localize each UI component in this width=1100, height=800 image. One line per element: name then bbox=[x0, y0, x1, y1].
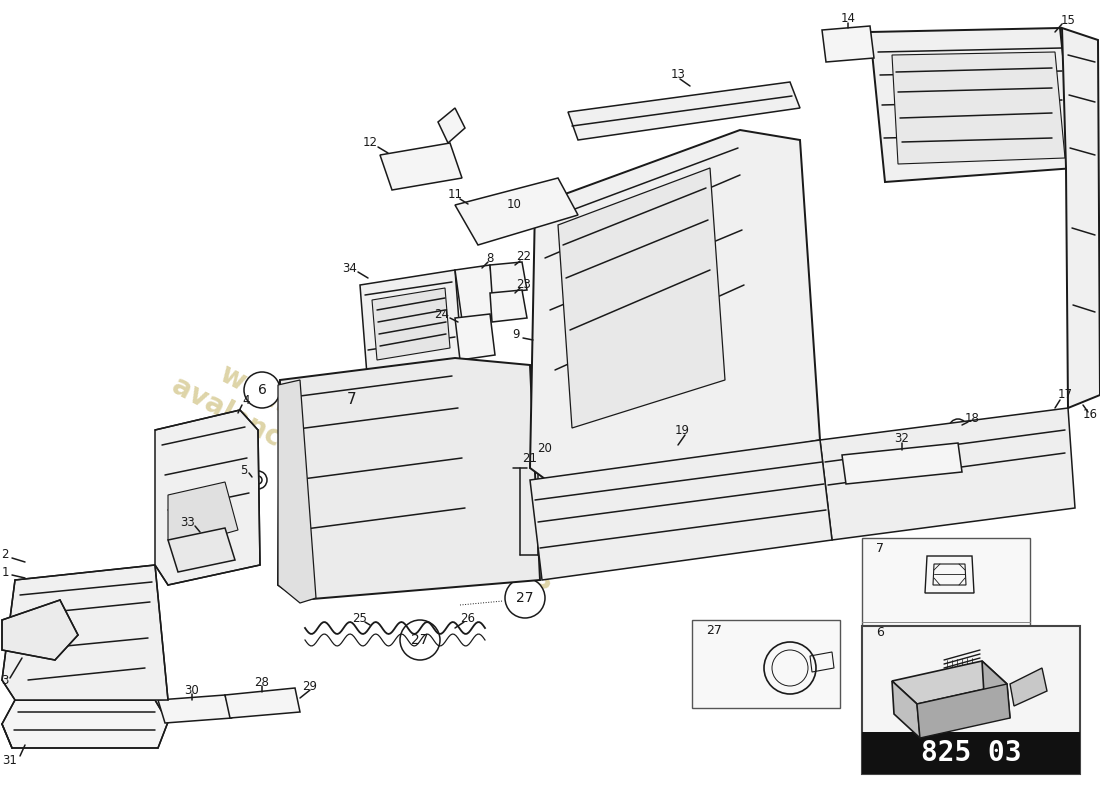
Polygon shape bbox=[568, 82, 800, 140]
Text: 18: 18 bbox=[965, 411, 979, 425]
Polygon shape bbox=[455, 265, 496, 320]
Text: 32: 32 bbox=[894, 431, 910, 445]
Text: 26: 26 bbox=[461, 611, 475, 625]
Polygon shape bbox=[490, 262, 527, 294]
Circle shape bbox=[332, 380, 372, 420]
Text: 25: 25 bbox=[353, 611, 367, 625]
Text: 4: 4 bbox=[242, 394, 250, 406]
Polygon shape bbox=[455, 314, 495, 360]
Polygon shape bbox=[2, 600, 78, 660]
Polygon shape bbox=[842, 443, 962, 484]
Polygon shape bbox=[870, 28, 1075, 182]
Text: 27: 27 bbox=[411, 633, 429, 647]
Circle shape bbox=[400, 620, 440, 660]
Text: www.LABELPARTS.com
avalanche parts since 1983: www.LABELPARTS.com avalanche parts since… bbox=[167, 342, 573, 598]
Text: 28: 28 bbox=[254, 675, 270, 689]
Polygon shape bbox=[158, 695, 232, 723]
Polygon shape bbox=[372, 288, 450, 360]
Text: 825 03: 825 03 bbox=[921, 739, 1021, 767]
Text: 13: 13 bbox=[671, 69, 685, 82]
Polygon shape bbox=[558, 168, 725, 428]
Text: 23: 23 bbox=[517, 278, 531, 290]
Polygon shape bbox=[278, 380, 316, 603]
Polygon shape bbox=[1010, 668, 1047, 706]
Polygon shape bbox=[155, 410, 260, 585]
Text: 11: 11 bbox=[448, 189, 462, 202]
Text: 17: 17 bbox=[1057, 389, 1072, 402]
Bar bbox=[862, 732, 1080, 774]
Circle shape bbox=[249, 471, 267, 489]
Text: 21: 21 bbox=[522, 451, 538, 465]
Text: 2: 2 bbox=[1, 549, 9, 562]
Text: 19: 19 bbox=[674, 423, 690, 437]
Circle shape bbox=[505, 578, 544, 618]
Bar bbox=[862, 538, 1030, 706]
Polygon shape bbox=[820, 408, 1075, 540]
Circle shape bbox=[244, 372, 280, 408]
Polygon shape bbox=[278, 358, 540, 600]
Text: 34: 34 bbox=[342, 262, 358, 274]
Text: 8: 8 bbox=[486, 251, 494, 265]
Text: 14: 14 bbox=[840, 11, 856, 25]
Polygon shape bbox=[1062, 28, 1100, 408]
Text: 33: 33 bbox=[180, 515, 196, 529]
Polygon shape bbox=[530, 440, 832, 580]
Bar bbox=[692, 620, 840, 708]
Polygon shape bbox=[822, 26, 875, 62]
Text: 16: 16 bbox=[1082, 409, 1098, 422]
Polygon shape bbox=[2, 700, 168, 748]
Text: 3: 3 bbox=[1, 674, 9, 686]
Polygon shape bbox=[379, 143, 462, 190]
Polygon shape bbox=[892, 52, 1065, 164]
Circle shape bbox=[519, 206, 537, 224]
Text: 15: 15 bbox=[1060, 14, 1076, 26]
Polygon shape bbox=[438, 108, 465, 143]
Text: 30: 30 bbox=[185, 683, 199, 697]
Text: 12: 12 bbox=[363, 137, 377, 150]
Ellipse shape bbox=[407, 462, 473, 538]
Text: 6: 6 bbox=[257, 383, 266, 397]
Polygon shape bbox=[530, 130, 820, 490]
Text: 10: 10 bbox=[507, 198, 521, 211]
Polygon shape bbox=[917, 684, 1010, 738]
Bar bbox=[862, 626, 1080, 774]
Polygon shape bbox=[360, 270, 462, 375]
Polygon shape bbox=[892, 661, 1006, 704]
Text: 22: 22 bbox=[517, 250, 531, 263]
Text: 6: 6 bbox=[876, 626, 884, 638]
Text: 1: 1 bbox=[1, 566, 9, 578]
Text: 7: 7 bbox=[348, 393, 356, 407]
Polygon shape bbox=[982, 661, 1010, 718]
Polygon shape bbox=[168, 482, 238, 545]
Text: 27: 27 bbox=[706, 623, 722, 637]
Polygon shape bbox=[226, 688, 300, 718]
Circle shape bbox=[949, 419, 967, 437]
Polygon shape bbox=[892, 681, 920, 738]
Polygon shape bbox=[168, 528, 235, 572]
Polygon shape bbox=[455, 178, 578, 245]
Text: 5: 5 bbox=[240, 463, 248, 477]
Text: 9: 9 bbox=[513, 329, 519, 342]
Text: 24: 24 bbox=[434, 309, 450, 322]
Text: 31: 31 bbox=[2, 754, 18, 766]
Text: 7: 7 bbox=[876, 542, 884, 554]
Text: 27: 27 bbox=[516, 591, 534, 605]
Text: 20: 20 bbox=[538, 442, 552, 454]
Polygon shape bbox=[490, 290, 527, 322]
Text: 29: 29 bbox=[302, 679, 318, 693]
Polygon shape bbox=[2, 565, 168, 700]
